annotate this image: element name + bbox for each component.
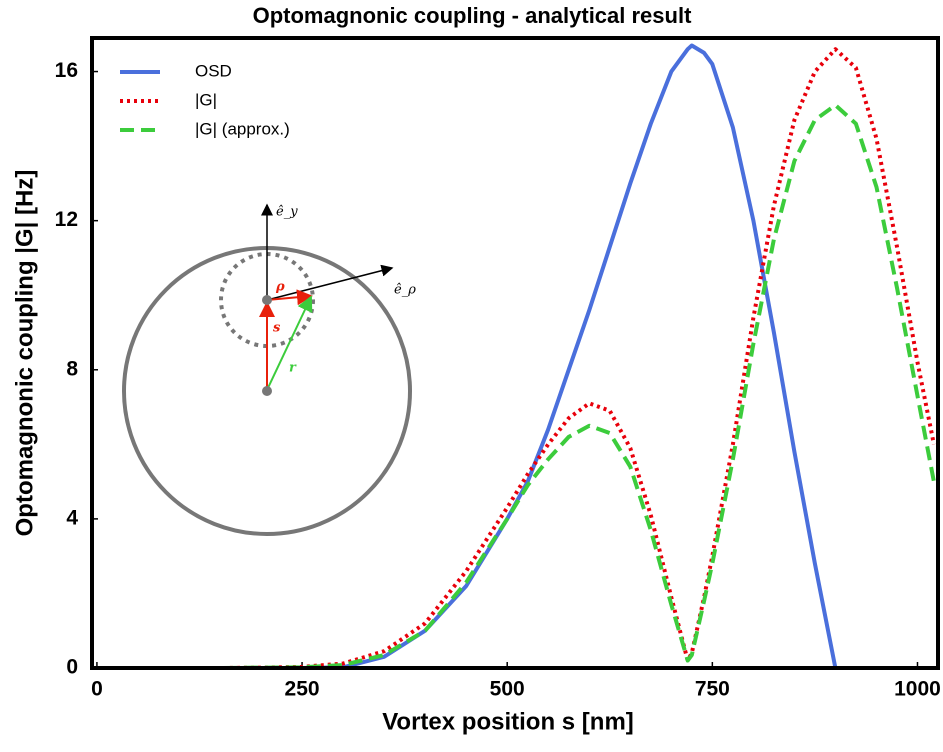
y-tick-label: 4 — [66, 506, 78, 529]
annotation: ê_y — [276, 205, 298, 220]
series-line — [96, 43, 838, 670]
r-arrow — [266, 295, 313, 391]
legend-label: |G| (approx.) — [195, 119, 290, 138]
legend-label: |G| — [195, 90, 217, 109]
y-axis-label: Optomagnonic coupling |G| [Hz] — [11, 170, 38, 537]
x-tick-label: 1000 — [894, 678, 941, 701]
x-tick-label: 750 — [695, 678, 730, 701]
annotation: ρ — [275, 280, 285, 295]
y-tick-label: 0 — [66, 656, 78, 679]
y-tick-label: 16 — [55, 59, 78, 82]
x-axis-label: Vortex position s [nm] — [382, 708, 634, 735]
inset-diagram: ê_y ê_ρ ρ s r — [122, 203, 416, 536]
dot — [262, 295, 272, 305]
y-tick-label: 8 — [66, 357, 78, 380]
dot — [262, 386, 272, 396]
annotation: r — [289, 361, 297, 376]
y-tick-label: 12 — [55, 208, 78, 231]
x-tick-label: 0 — [91, 678, 103, 701]
annotation: s — [273, 321, 281, 336]
legend-label: OSD — [195, 61, 232, 80]
series-line — [96, 47, 936, 670]
axis-arrow — [266, 264, 394, 301]
chart-title: Optomagnonic coupling - analytical resul… — [253, 3, 693, 28]
x-tick-label: 250 — [285, 678, 320, 701]
series-line — [96, 103, 936, 670]
x-tick-label: 500 — [490, 678, 525, 701]
plot-frame — [90, 36, 940, 670]
annotation: ê_ρ — [394, 283, 416, 298]
